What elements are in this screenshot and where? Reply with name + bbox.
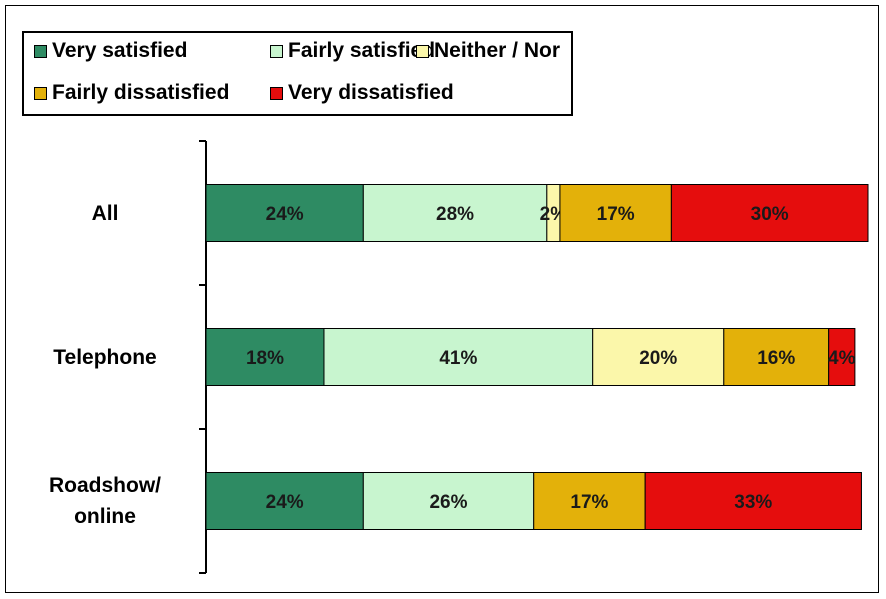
bar-very-dissatisfied-telephone [828,328,856,386]
category-label-telephone: Telephone [20,342,190,373]
data-label-fairly-dissatisfied-telephone: 16% [757,348,795,369]
bar-fairly-dissatisfied-all [559,184,672,242]
data-label-fairly-satisfied-roadshow-online: 26% [429,492,467,513]
category-label-line: Telephone [53,345,157,369]
data-label-very-dissatisfied-roadshow-online: 33% [734,492,772,513]
category-label-all: All [20,198,190,229]
data-label-fairly-satisfied-all: 28% [436,204,474,225]
data-label-fairly-satisfied-telephone: 41% [439,348,477,369]
legend-item-very-dissatisfied: Very dissatisfied [270,79,454,107]
legend-item-fairly-satisfied: Fairly satisfied [270,37,435,65]
bar-very-satisfied-roadshow-online [205,472,364,530]
category-label-roadshow-online: Roadshow/online [20,470,190,532]
bar-fairly-dissatisfied-roadshow-online [533,472,646,530]
legend-item-very-satisfied: Very satisfied [34,37,187,65]
bar-very-dissatisfied-all [670,184,869,242]
legend-swatch-neither-nor [416,44,429,58]
legend-label-neither-nor: Neither / Nor [434,39,561,62]
data-label-neither-nor-telephone: 20% [639,348,677,369]
legend: Very satisfied Fairly satisfied Neither … [22,31,573,116]
data-label-very-dissatisfied-telephone: 4% [828,348,856,369]
bar-fairly-satisfied-all [362,184,548,242]
bar-very-satisfied-telephone [205,328,325,386]
category-label-line: All [91,201,119,225]
legend-swatch-very-dissatisfied [270,86,283,100]
legend-swatch-fairly-satisfied [270,44,283,58]
legend-item-fairly-dissatisfied: Fairly dissatisfied [34,79,229,107]
legend-label-very-dissatisfied: Very dissatisfied [288,81,454,104]
bar-very-dissatisfied-roadshow-online [644,472,862,530]
legend-swatch-very-satisfied [34,44,47,58]
bar-fairly-dissatisfied-telephone [723,328,830,386]
data-label-very-dissatisfied-all: 30% [751,204,789,225]
category-label-line: Roadshow/ [48,474,161,497]
category-label-line: online [74,505,136,528]
data-label-fairly-dissatisfied-roadshow-online: 17% [570,492,608,513]
legend-swatch-fairly-dissatisfied [34,86,47,100]
legend-label-fairly-satisfied: Fairly satisfied [288,39,436,62]
data-label-very-satisfied-telephone: 18% [246,348,284,369]
bar-very-satisfied-all [205,184,364,242]
data-label-very-satisfied-roadshow-online: 24% [266,492,304,513]
legend-item-neither-nor: Neither / Nor [416,37,560,65]
data-label-fairly-dissatisfied-all: 17% [597,204,635,225]
bar-fairly-satisfied-roadshow-online [362,472,535,530]
legend-label-fairly-dissatisfied: Fairly dissatisfied [52,81,230,104]
bar-neither-nor-telephone [592,328,725,386]
legend-label-very-satisfied: Very satisfied [52,39,188,62]
bar-fairly-satisfied-telephone [323,328,594,386]
data-label-very-satisfied-all: 24% [266,204,304,225]
